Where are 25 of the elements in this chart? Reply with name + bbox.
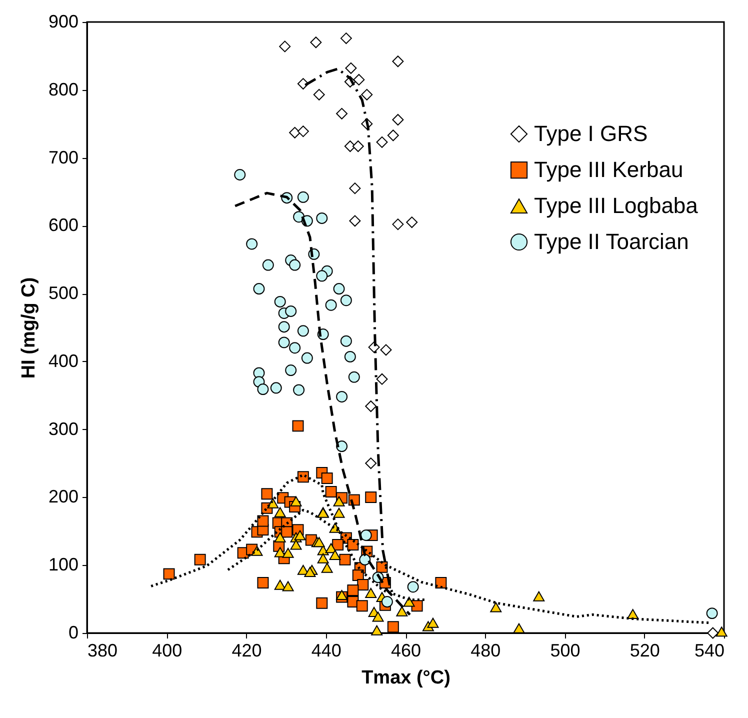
y-tick-label: 200 bbox=[48, 486, 78, 507]
y-tick-label: 800 bbox=[48, 79, 78, 100]
y-tick-label: 100 bbox=[48, 554, 78, 575]
legend-label: Type II Toarcian bbox=[534, 229, 689, 254]
x-tick-label: 480 bbox=[470, 640, 501, 660]
x-tick-label: 520 bbox=[630, 640, 660, 660]
y-tick-label: 500 bbox=[48, 283, 78, 304]
y-tick-label: 0 bbox=[68, 622, 78, 642]
x-axis-title: Tmax (°C) bbox=[362, 668, 450, 688]
x-tick-label: 420 bbox=[232, 640, 262, 660]
y-tick-label: 600 bbox=[48, 215, 78, 236]
x-tick-label: 460 bbox=[390, 640, 422, 660]
legend-label: Type III Logbaba bbox=[534, 193, 699, 218]
legend-label: Type III Kerbau bbox=[534, 157, 684, 182]
y-tick-label: 400 bbox=[48, 350, 78, 371]
x-tick-label: 540 bbox=[694, 640, 724, 660]
legend-label: Type I GRS bbox=[534, 121, 648, 146]
y-tick-label: 700 bbox=[48, 147, 78, 168]
y-axis-title: HI (mg/g C) bbox=[18, 277, 40, 379]
y-tick-label: 900 bbox=[48, 12, 78, 32]
x-tick-label: 500 bbox=[550, 640, 580, 660]
y-tick-label: 300 bbox=[48, 418, 78, 439]
x-tick-label: 400 bbox=[152, 640, 182, 660]
x-tick-label: 440 bbox=[311, 640, 342, 660]
x-tick-label: 380 bbox=[88, 640, 118, 660]
